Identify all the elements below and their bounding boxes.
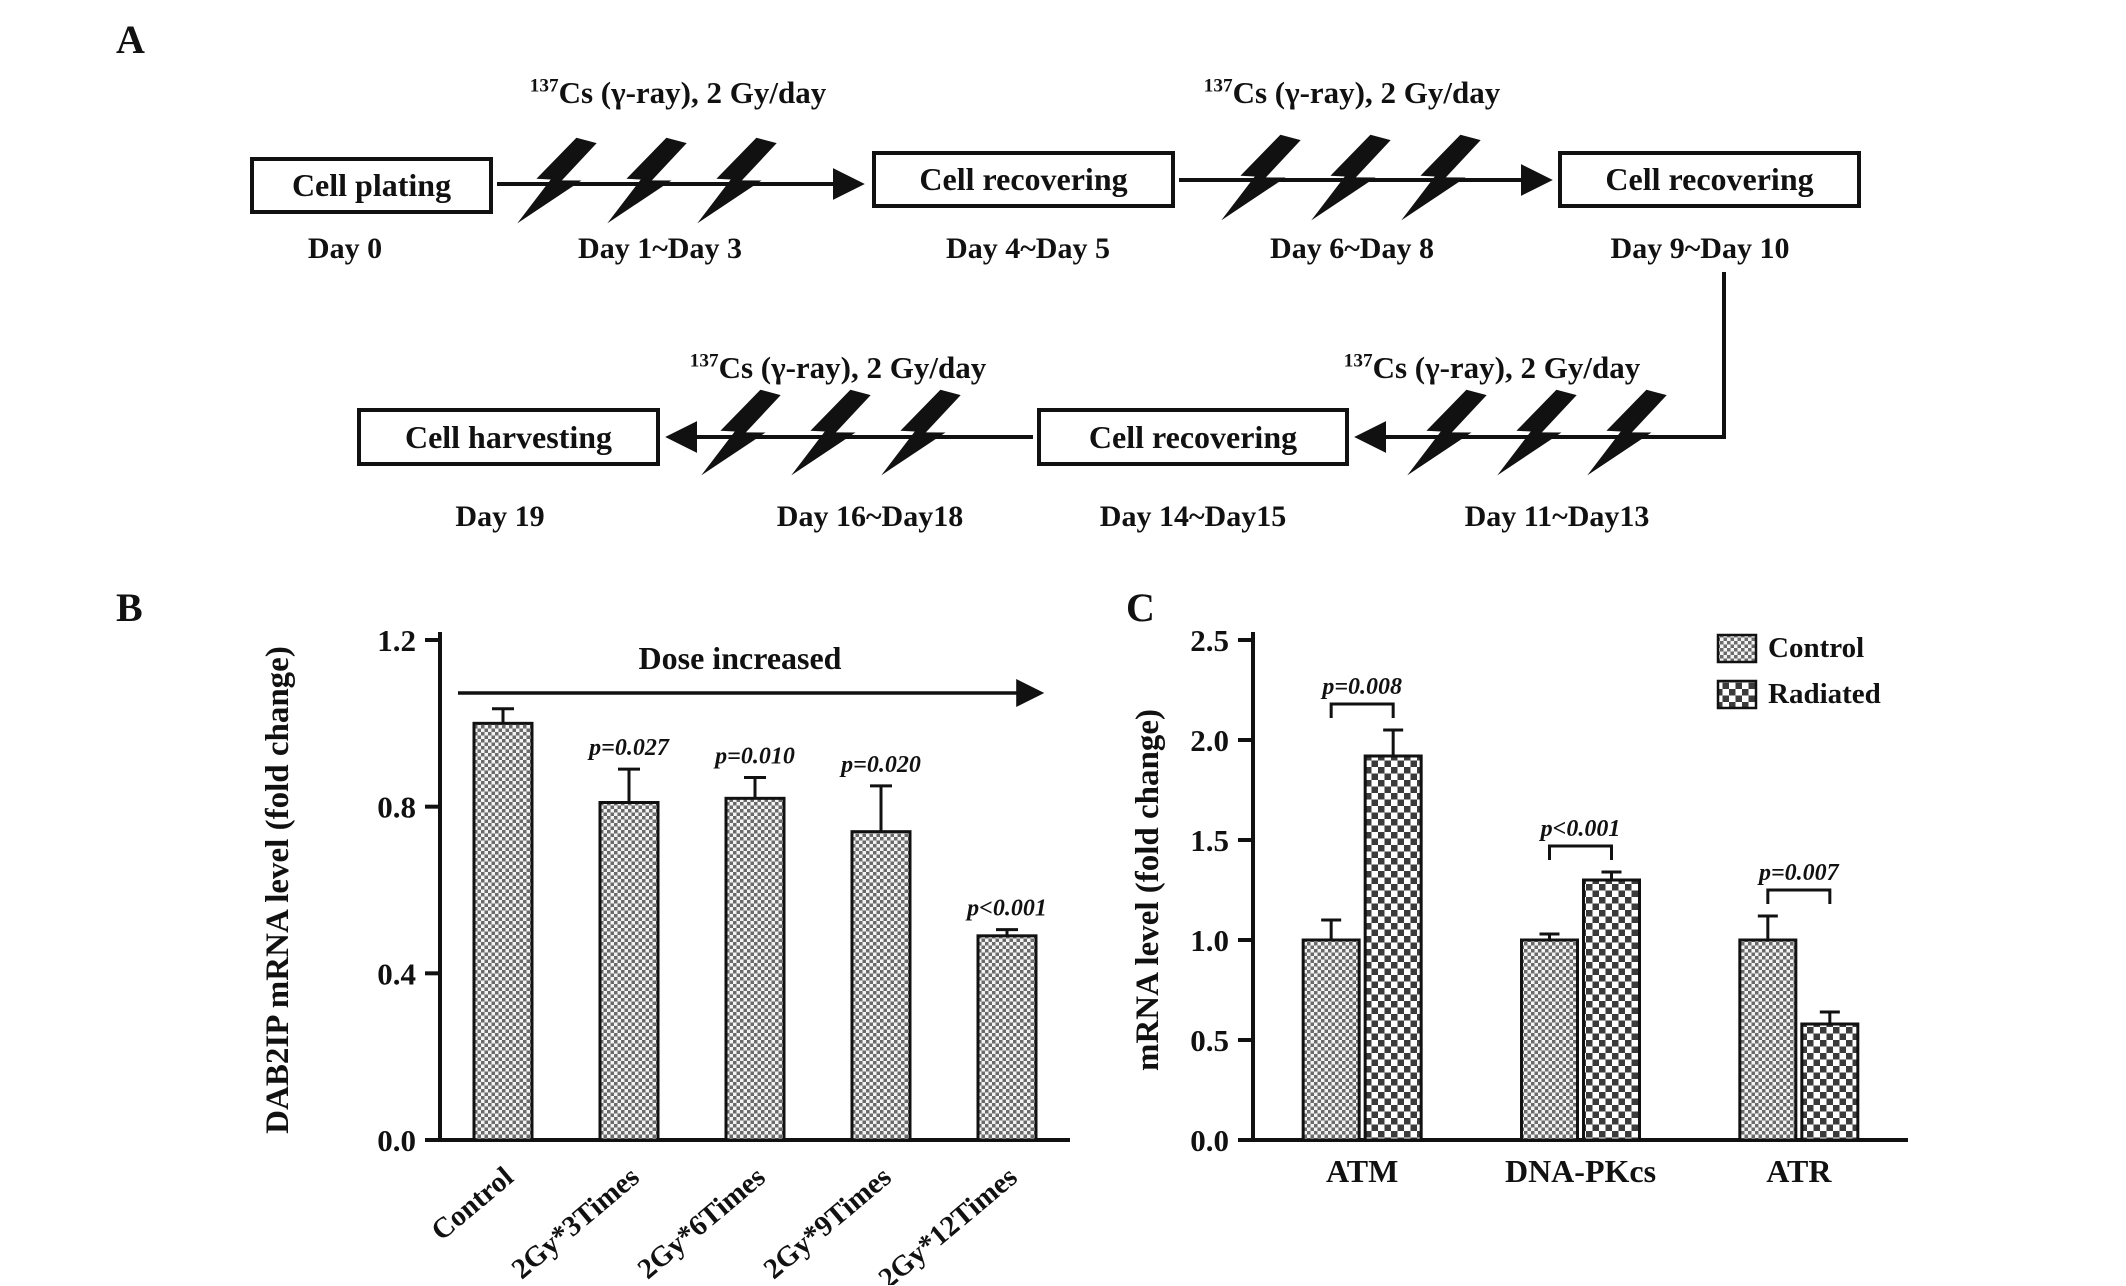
x-category-label: Control — [425, 1161, 519, 1247]
y-tick-label: 0.0 — [1190, 1123, 1229, 1158]
y-tick-label: 0.4 — [377, 956, 416, 991]
day-label-4-5: Day 4~Day 5 — [946, 232, 1110, 265]
timeline-graphics — [497, 125, 1726, 490]
radiation-text: Cs (γ-ray), 2 Gy/day — [1372, 350, 1641, 385]
timeline-box-cell-harvesting: Cell harvesting — [357, 408, 660, 466]
legend-label: Control — [1768, 632, 1864, 664]
p-value-label: p=0.010 — [713, 744, 795, 770]
day-label-9-10: Day 9~Day 10 — [1610, 232, 1790, 265]
bar-Radiated-ATR — [1800, 1022, 1860, 1142]
y-tick-label: 0.8 — [377, 790, 416, 825]
bar-Radiated-DNA-PKcs — [1582, 878, 1641, 1142]
radiation-text: Cs (γ-ray), 2 Gy/day — [718, 350, 987, 385]
x-category-label: ATR — [1766, 1153, 1832, 1189]
legend-swatch-Radiated — [1716, 679, 1758, 710]
radiation-label: 137Cs (γ-ray), 2 Gy/day — [530, 75, 826, 111]
x-category-label: 2Gy*12Times — [873, 1161, 1024, 1285]
panel-b-label: B — [116, 585, 143, 630]
bar-Control — [472, 721, 534, 1142]
panel-c-label: C — [1126, 585, 1155, 630]
bar-2Gy*6Times — [724, 796, 786, 1142]
bar-Radiated-ATM — [1363, 754, 1423, 1142]
bar-Control-ATM — [1301, 938, 1361, 1142]
day-label-0: Day 0 — [307, 232, 383, 265]
p-value-label: p=0.007 — [1757, 860, 1840, 886]
x-category-label: 2Gy*3Times — [506, 1161, 646, 1285]
day-label-6-8: Day 6~Day 8 — [1270, 232, 1434, 265]
bar-2Gy*9Times — [850, 830, 912, 1142]
y-tick-label: 2.0 — [1190, 723, 1229, 758]
y-axis-label: DAB2IP mRNA level (fold change) — [260, 646, 296, 1134]
timeline-box-cell-recovering-1: Cell recovering — [872, 151, 1175, 208]
day-label-19: Day 19 — [455, 500, 545, 533]
y-tick-label: 0.5 — [1190, 1023, 1229, 1058]
panel-a-label: A — [116, 17, 145, 62]
bar-Control-DNA-PKcs — [1520, 938, 1579, 1142]
p-value-label: p=0.008 — [1320, 674, 1402, 700]
bar-2Gy*3Times — [598, 801, 660, 1142]
day-label-16-18: Day 16~Day18 — [776, 500, 964, 533]
radiation-label: 137Cs (γ-ray), 2 Gy/day — [1204, 75, 1500, 111]
y-tick-label: 2.5 — [1190, 623, 1229, 658]
radiation-text: Cs (γ-ray), 2 Gy/day — [558, 75, 827, 110]
timeline-box-cell-recovering-3: Cell recovering — [1037, 408, 1349, 466]
radiation-text: Cs (γ-ray), 2 Gy/day — [1232, 75, 1501, 110]
bar-Control-ATR — [1738, 938, 1798, 1142]
p-value-label: p<0.001 — [1539, 816, 1621, 842]
radiation-label: 137Cs (γ-ray), 2 Gy/day — [1344, 350, 1640, 386]
p-value-label: p=0.027 — [587, 735, 670, 761]
significance-bracket — [1329, 702, 1395, 718]
legend-swatch-Control — [1716, 633, 1758, 664]
panel-b-chart: 0.0 0.4 0.8 1.2 DAB2IP mRNA level (fold chan… — [260, 623, 1070, 1285]
bar-2Gy*12Times — [976, 934, 1038, 1142]
radiation-isotope: 137 — [529, 75, 559, 97]
radiation-isotope: 137 — [689, 350, 719, 372]
significance-bracket — [1766, 888, 1832, 904]
day-label-11-13: Day 11~Day13 — [1464, 500, 1650, 533]
x-category-label: ATM — [1326, 1153, 1398, 1189]
y-tick-label: 1.2 — [377, 623, 416, 658]
radiation-label: 137Cs (γ-ray), 2 Gy/day — [690, 350, 986, 386]
x-category-label: 2Gy*6Times — [632, 1161, 772, 1285]
day-label-1-3: Day 1~Day 3 — [578, 232, 742, 265]
day-label-14-15: Day 14~Day15 — [1099, 500, 1287, 533]
panel-c-chart: 0.0 0.5 1.0 1.5 2.0 2.5 mRNA level (fold chang… — [1130, 623, 1908, 1189]
radiation-isotope: 137 — [1203, 75, 1233, 97]
timeline-box-cell-recovering-2: Cell recovering — [1558, 151, 1861, 208]
y-tick-label: 1.0 — [1190, 923, 1229, 958]
legend-label: Radiated — [1768, 678, 1881, 710]
x-category-label: DNA-PKcs — [1505, 1153, 1656, 1189]
radiation-isotope: 137 — [1343, 350, 1373, 372]
dose-increased-annotation: Dose increased — [639, 640, 842, 676]
timeline-box-cell-plating: Cell plating — [250, 157, 493, 214]
y-axis-label: mRNA level (fold change) — [1130, 709, 1166, 1071]
y-tick-label: 1.5 — [1190, 823, 1229, 858]
p-value-label: p<0.001 — [965, 896, 1047, 922]
timeline-elbow-arrow — [1354, 272, 1726, 453]
p-value-label: p=0.020 — [839, 752, 921, 778]
y-tick-label: 0.0 — [377, 1123, 416, 1158]
significance-bracket — [1548, 844, 1613, 860]
